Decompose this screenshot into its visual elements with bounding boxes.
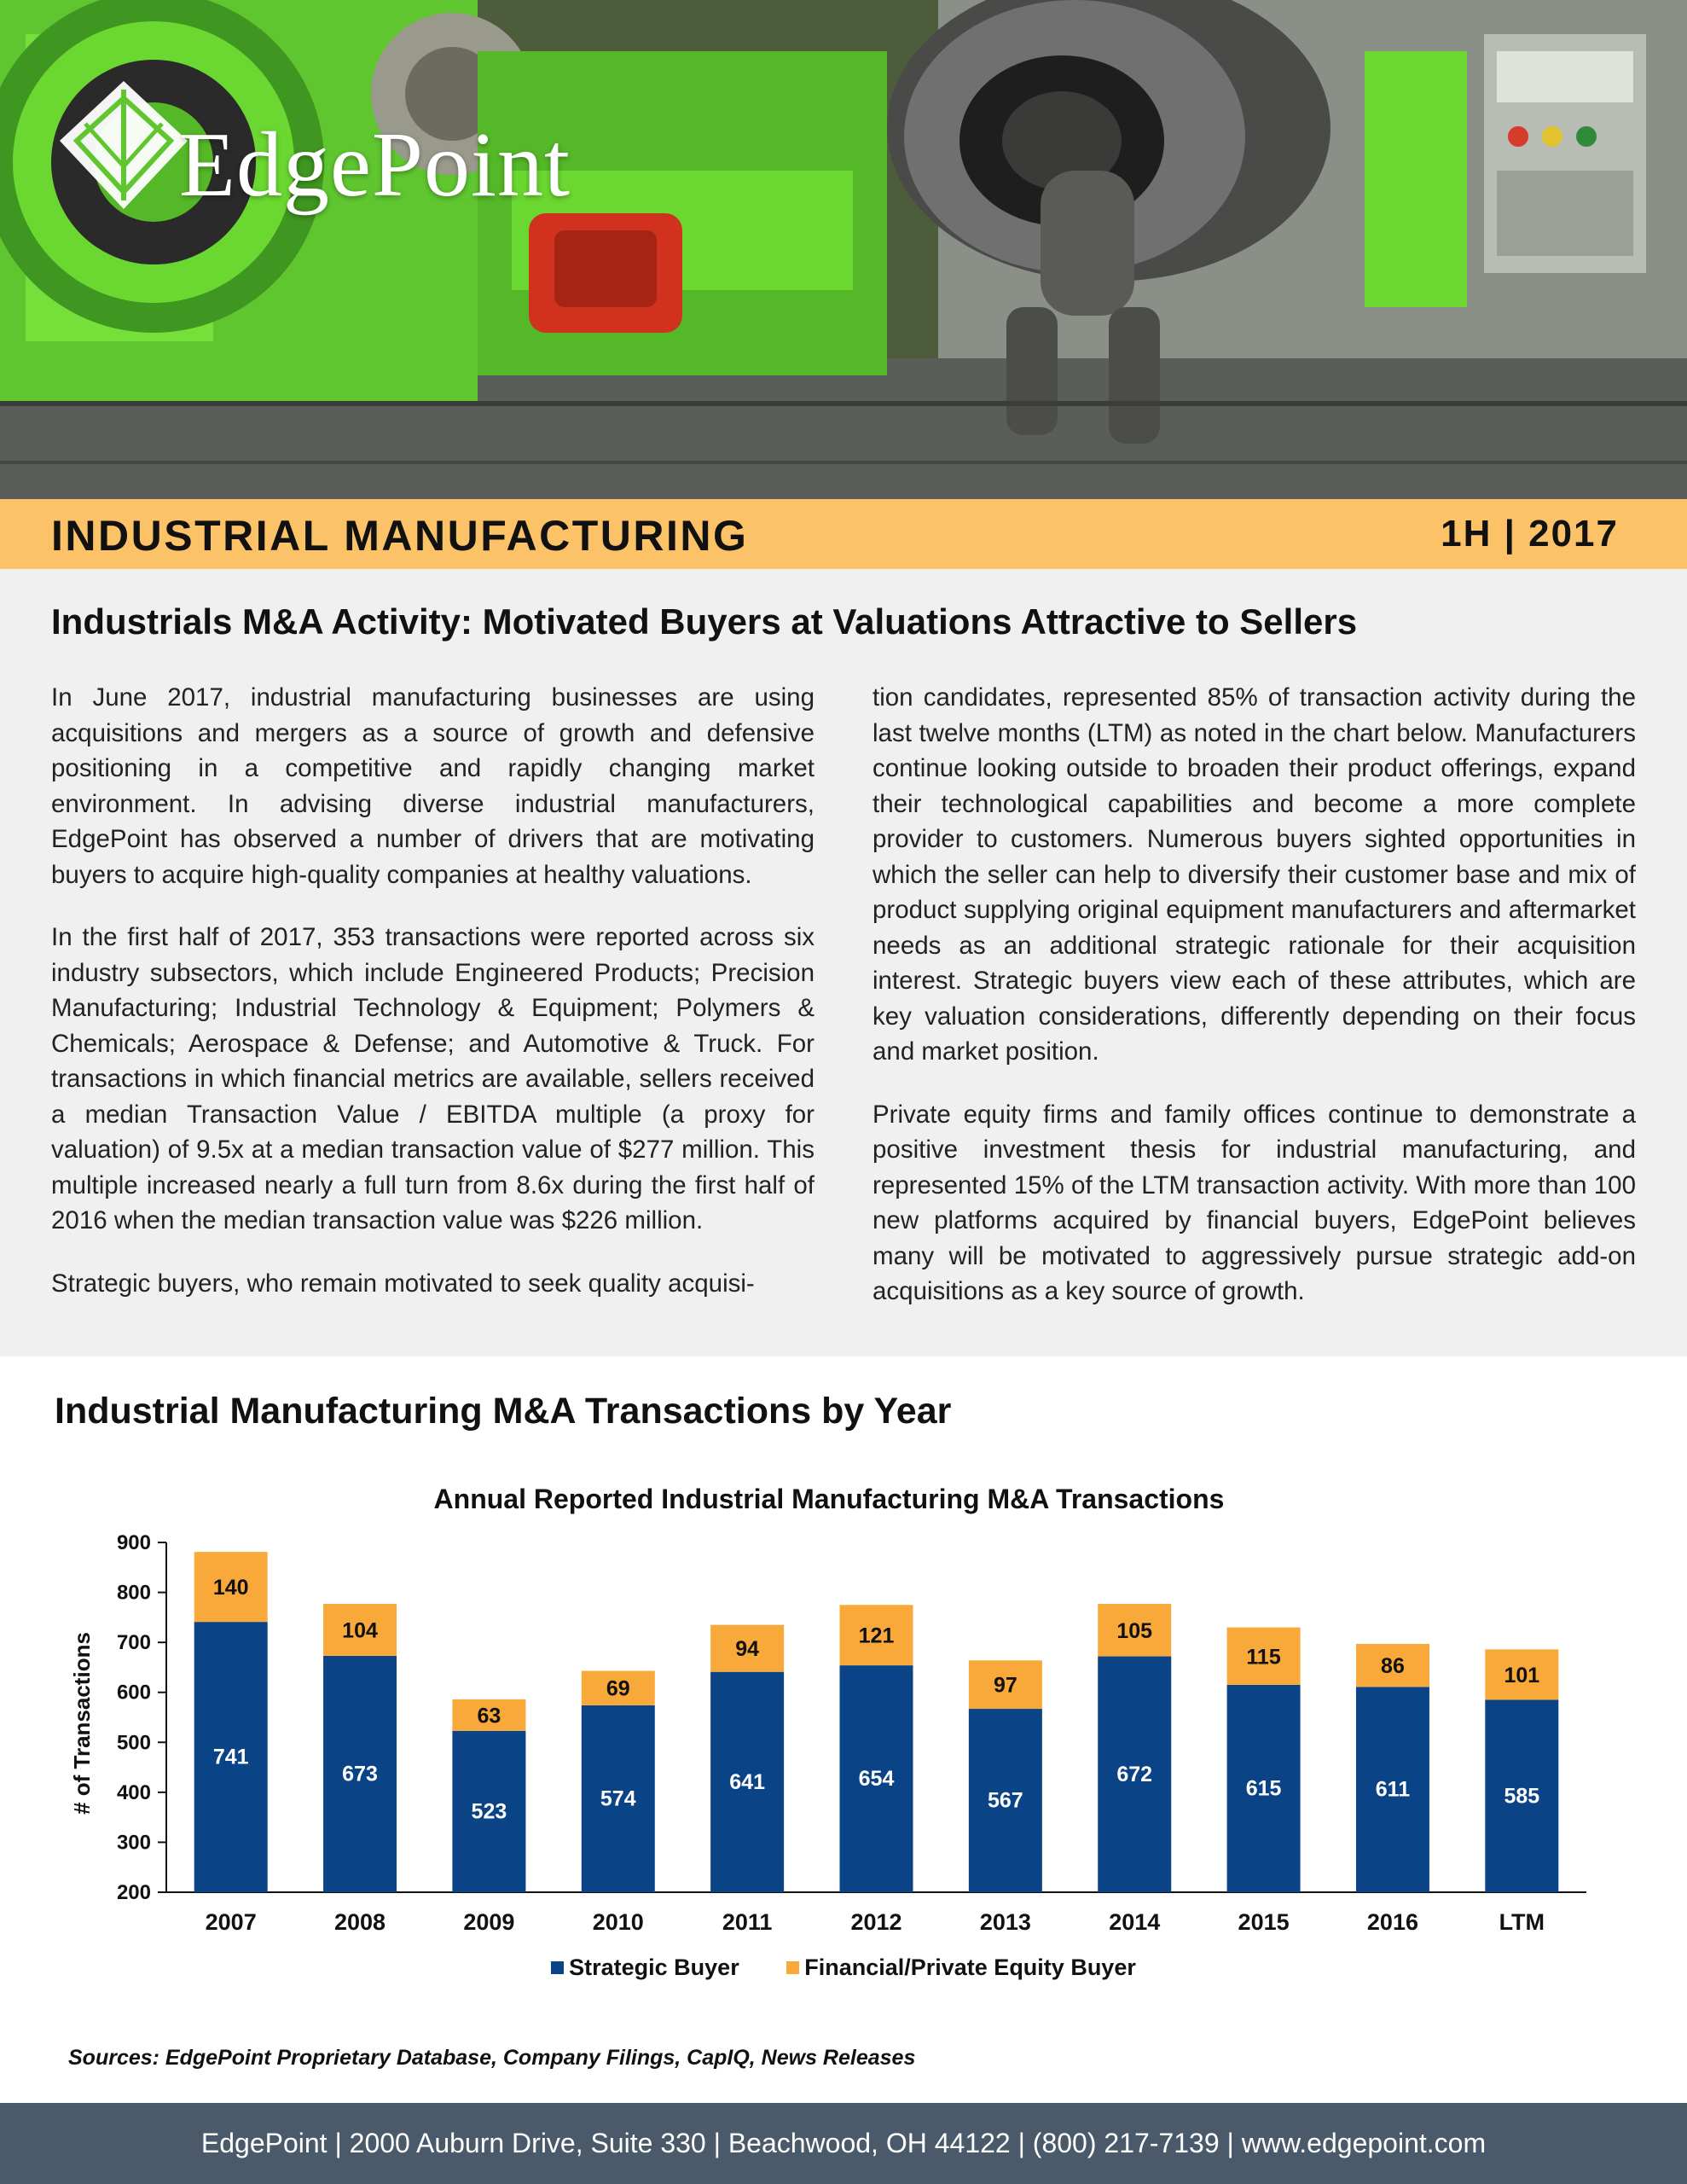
data-label-financial: 121 — [859, 1624, 895, 1648]
article-headline: Industrials M&A Activity: Motivated Buye… — [51, 601, 1358, 642]
bar-strategic — [581, 1705, 655, 1892]
x-tick-label: 2009 — [463, 1909, 514, 1935]
paragraph: In the first half of 2017, 353 transacti… — [51, 923, 815, 1234]
x-tick-label: 2008 — [334, 1909, 386, 1935]
bar-strategic — [1485, 1699, 1559, 1892]
hero-photo: EdgePoint — [0, 0, 1687, 499]
y-tick-label: 300 — [117, 1831, 151, 1854]
bar-financial — [839, 1605, 913, 1666]
x-tick-label: 2013 — [980, 1909, 1031, 1935]
paragraph: Strategic buyers, who remain motivated t… — [51, 1269, 755, 1298]
data-label-strategic: 615 — [1246, 1776, 1282, 1800]
data-label-strategic: 673 — [342, 1762, 378, 1786]
y-tick-label: 200 — [117, 1881, 151, 1904]
x-tick-label: LTM — [1499, 1909, 1545, 1935]
data-label-financial: 101 — [1504, 1664, 1539, 1687]
chart-marks: 200 300 400 500 600 700 800 900 741 140 2007 673 104… — [117, 1531, 1586, 1935]
bar-strategic — [839, 1665, 913, 1892]
contact-footer: EdgePoint | 2000 Auburn Drive, Suite 330… — [0, 2103, 1687, 2184]
data-label-financial: 86 — [1381, 1654, 1405, 1678]
data-label-strategic: 654 — [859, 1767, 895, 1791]
x-tick-label: 2016 — [1367, 1909, 1418, 1935]
y-tick-label: 900 — [117, 1531, 151, 1554]
legend-label: Financial/Private Equity Buyer — [804, 1955, 1136, 1980]
y-axis-label: # of Transactions — [69, 1632, 95, 1815]
x-tick-label: 2015 — [1238, 1909, 1290, 1935]
bar-strategic — [452, 1730, 526, 1892]
y-tick-label: 400 — [117, 1781, 151, 1804]
data-label-strategic: 611 — [1376, 1778, 1410, 1802]
data-label-strategic: 574 — [600, 1786, 636, 1810]
bar-financial — [1226, 1627, 1301, 1685]
bar-financial — [968, 1660, 1042, 1710]
legend-item-strategic: Strategic Buyer — [551, 1955, 739, 1981]
data-label-financial: 115 — [1246, 1645, 1280, 1669]
y-tick-label: 500 — [117, 1731, 151, 1754]
sector-title: INDUSTRIAL MANUFACTURING — [51, 512, 749, 560]
chart-legend: Strategic Buyer Financial/Private Equity… — [0, 1954, 1687, 1981]
chart-section: Industrial Manufacturing M&A Transaction… — [0, 1356, 1687, 2103]
x-tick-label: 2010 — [593, 1909, 644, 1935]
bar-financial — [710, 1624, 785, 1672]
transactions-bar-chart: Annual Reported Industrial Manufacturing… — [69, 1484, 1586, 1935]
legend-swatch-financial — [786, 1961, 800, 1974]
bar-financial — [1355, 1643, 1429, 1687]
data-label-financial: 140 — [213, 1576, 249, 1600]
sources-note: Sources: EdgePoint Proprietary Database,… — [68, 2046, 916, 2070]
chart-section-heading: Industrial Manufacturing M&A Transaction… — [55, 1391, 952, 1432]
bar-strategic — [194, 1622, 268, 1892]
bar-financial — [194, 1552, 268, 1623]
bar-strategic — [1098, 1656, 1172, 1892]
y-tick-label: 800 — [117, 1582, 151, 1605]
data-label-financial: 104 — [342, 1619, 378, 1643]
data-label-strategic: 585 — [1504, 1784, 1539, 1808]
edgepoint-logo: EdgePoint — [51, 73, 665, 218]
title-bar: INDUSTRIAL MANUFACTURING 1H | 2017 — [0, 499, 1687, 569]
x-tick-label: 2012 — [850, 1909, 901, 1935]
bar-strategic — [323, 1655, 397, 1892]
bar-financial — [1485, 1649, 1559, 1700]
bar-financial — [1098, 1604, 1172, 1657]
legend-label: Strategic Buyer — [569, 1955, 739, 1980]
data-label-strategic: 567 — [988, 1789, 1023, 1813]
data-label-financial: 97 — [994, 1674, 1017, 1698]
logo-wordmark: EdgePoint — [179, 114, 571, 216]
data-label-financial: 105 — [1116, 1619, 1152, 1643]
paragraph: tion candidates, represented 85% of tran… — [872, 683, 1636, 1066]
edgepoint-leaf-icon — [60, 81, 188, 209]
bar-financial — [581, 1670, 655, 1705]
legend-swatch-strategic — [551, 1961, 565, 1974]
legend-item-financial: Financial/Private Equity Buyer — [786, 1955, 1136, 1981]
data-label-financial: 63 — [478, 1704, 501, 1728]
bar-strategic — [968, 1709, 1042, 1892]
report-period: 1H | 2017 — [1441, 513, 1619, 555]
paragraph: Private equity firms and family offices … — [872, 1100, 1636, 1306]
article-column-right: tion candidates, represented 85% of tran… — [872, 680, 1636, 1337]
x-tick-label: 2011 — [722, 1909, 773, 1935]
bar-strategic — [710, 1671, 785, 1892]
bar-financial — [323, 1604, 397, 1656]
data-label-strategic: 523 — [472, 1799, 507, 1823]
chart-title: Annual Reported Industrial Manufacturing… — [434, 1484, 1225, 1514]
y-tick-label: 600 — [117, 1682, 151, 1705]
data-label-financial: 94 — [735, 1637, 759, 1661]
article-section: Industrials M&A Activity: Motivated Buye… — [0, 569, 1687, 1356]
bar-strategic — [1355, 1687, 1429, 1892]
data-label-strategic: 672 — [1116, 1763, 1152, 1786]
paragraph: In June 2017, industrial manufacturing b… — [51, 683, 815, 889]
bar-strategic — [1226, 1684, 1301, 1892]
y-tick-label: 700 — [117, 1631, 151, 1654]
data-label-strategic: 641 — [729, 1770, 765, 1794]
bar-financial — [452, 1699, 526, 1731]
x-tick-label: 2014 — [1109, 1909, 1160, 1935]
article-column-left: In June 2017, industrial manufacturing b… — [51, 680, 815, 1328]
data-label-strategic: 741 — [213, 1745, 249, 1769]
data-label-financial: 69 — [606, 1677, 630, 1701]
factory-illustration — [0, 0, 1687, 499]
x-tick-label: 2007 — [206, 1909, 257, 1935]
